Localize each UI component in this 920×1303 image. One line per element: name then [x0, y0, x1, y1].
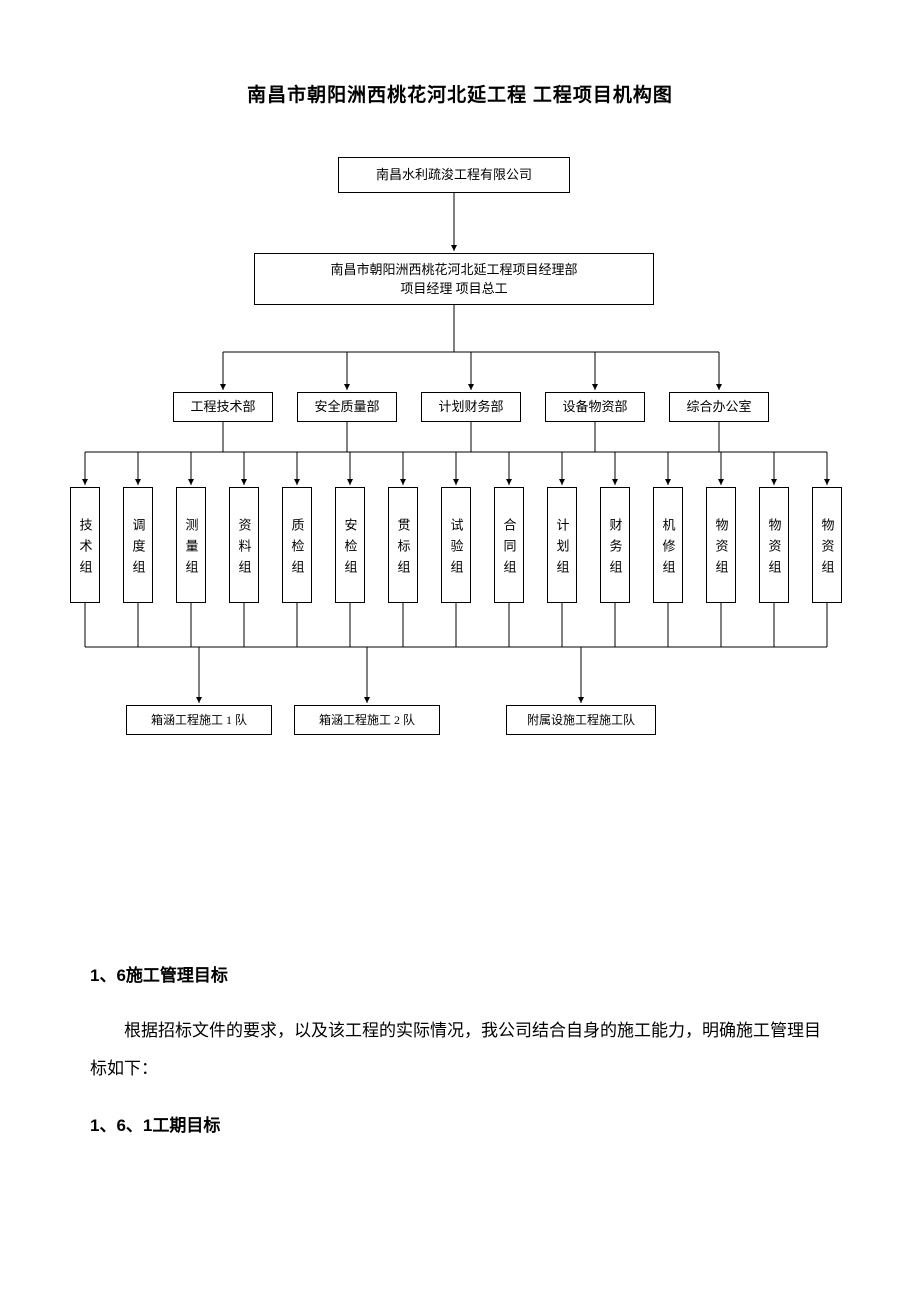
node-label: 安全质量部	[314, 397, 379, 417]
node-group: 贯标组	[388, 487, 418, 603]
node-group: 技术组	[70, 487, 100, 603]
node-dept: 计划财务部	[421, 392, 521, 422]
node-group: 资料组	[229, 487, 259, 603]
node-group: 安检组	[335, 487, 365, 603]
node-label: 计划组	[553, 518, 572, 581]
node-label: 测量组	[182, 518, 201, 581]
node-label: 物资组	[712, 518, 731, 581]
node-company: 南昌水利疏浚工程有限公司	[338, 157, 570, 193]
node-label: 南昌水利疏浚工程有限公司	[376, 165, 532, 185]
node-label: 南昌市朝阳洲西桃花河北延工程项目经理部	[330, 260, 577, 280]
node-dept: 设备物资部	[545, 392, 645, 422]
node-team: 箱涵工程施工 2 队	[294, 705, 440, 735]
node-label: 资料组	[235, 518, 254, 581]
node-label: 财务组	[606, 518, 625, 581]
node-group: 试验组	[441, 487, 471, 603]
node-label: 物资组	[818, 518, 837, 581]
node-label: 试验组	[447, 518, 466, 581]
node-group: 合同组	[494, 487, 524, 603]
node-label: 物资组	[765, 518, 784, 581]
node-team: 箱涵工程施工 1 队	[126, 705, 272, 735]
node-label: 箱涵工程施工 1 队	[151, 711, 247, 729]
node-label: 项目经理 项目总工	[400, 279, 507, 299]
node-label: 合同组	[500, 518, 519, 581]
node-label: 附属设施工程施工队	[527, 711, 635, 729]
node-label: 贯标组	[394, 518, 413, 581]
node-group: 物资组	[812, 487, 842, 603]
section-heading: 1、6施工管理目标	[90, 957, 830, 994]
node-label: 技术组	[76, 518, 95, 581]
node-label: 质检组	[288, 518, 307, 581]
node-label: 设备物资部	[562, 397, 627, 417]
body-text: 1、6施工管理目标 根据招标文件的要求，以及该工程的实际情况，我公司结合自身的施…	[90, 957, 830, 1145]
node-dept: 综合办公室	[669, 392, 769, 422]
node-label: 安检组	[341, 518, 360, 581]
node-group: 测量组	[176, 487, 206, 603]
node-group: 调度组	[123, 487, 153, 603]
node-pm-dept: 南昌市朝阳洲西桃花河北延工程项目经理部 项目经理 项目总工	[254, 253, 654, 305]
node-group: 计划组	[547, 487, 577, 603]
node-label: 综合办公室	[686, 397, 751, 417]
page: 南昌市朝阳洲西桃花河北延工程 工程项目机构图	[0, 0, 920, 1205]
node-label: 调度组	[129, 518, 148, 581]
node-group: 物资组	[759, 487, 789, 603]
node-dept: 安全质量部	[297, 392, 397, 422]
org-chart: 南昌水利疏浚工程有限公司 南昌市朝阳洲西桃花河北延工程项目经理部 项目经理 项目…	[70, 157, 850, 817]
sub-heading: 1、6、1工期目标	[90, 1107, 830, 1144]
page-title: 南昌市朝阳洲西桃花河北延工程 工程项目机构图	[90, 80, 830, 107]
node-label: 工程技术部	[190, 397, 255, 417]
node-group: 机修组	[653, 487, 683, 603]
paragraph: 根据招标文件的要求，以及该工程的实际情况，我公司结合自身的施工能力，明确施工管理…	[90, 1012, 830, 1087]
node-group: 物资组	[706, 487, 736, 603]
node-group: 财务组	[600, 487, 630, 603]
node-group: 质检组	[282, 487, 312, 603]
node-team: 附属设施工程施工队	[506, 705, 656, 735]
node-label: 箱涵工程施工 2 队	[319, 711, 415, 729]
node-label: 计划财务部	[438, 397, 503, 417]
node-label: 机修组	[659, 518, 678, 581]
node-dept: 工程技术部	[173, 392, 273, 422]
